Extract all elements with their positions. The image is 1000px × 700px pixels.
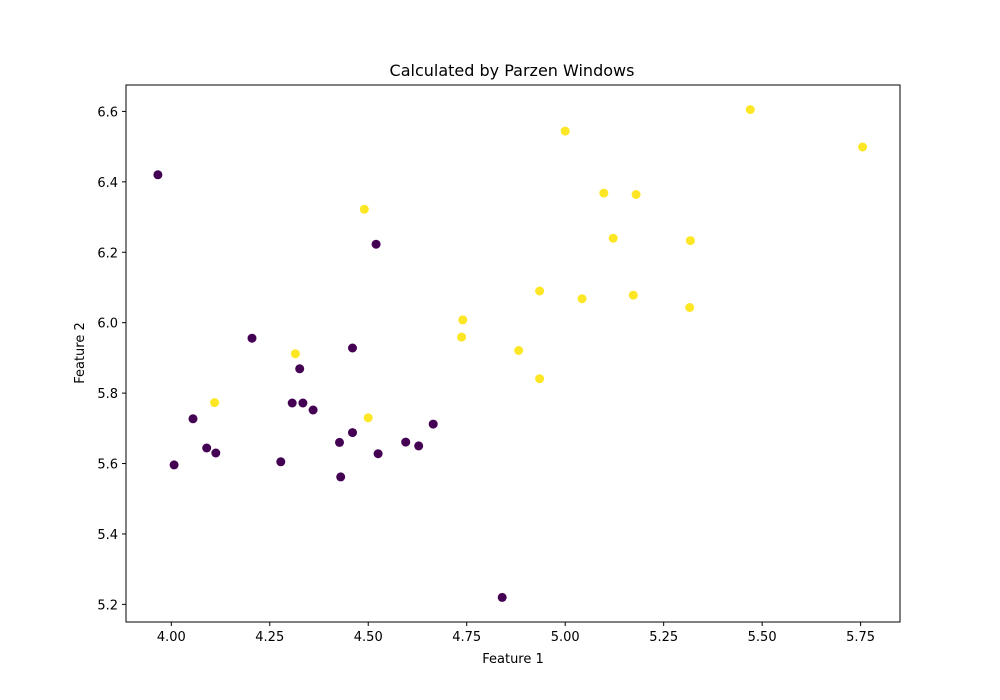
plot-area-frame	[125, 84, 901, 623]
scatter-point-class-0	[308, 405, 318, 415]
x-tick-label: 4.50	[354, 630, 383, 645]
y-ticks: 5.2 5.4 5.6 5.8 6.0 6.2 6.4 6.6	[97, 105, 126, 613]
scatter-point-class-1	[858, 142, 868, 152]
scatter-point-class-0	[287, 398, 297, 408]
y-tick-label: 6.0	[97, 317, 118, 332]
points-layer	[153, 105, 868, 602]
scatter-point-class-0	[335, 437, 344, 447]
scatter-point-class-1	[608, 233, 618, 243]
scatter-point-class-1	[458, 315, 468, 325]
x-axis-label: Feature 1	[482, 652, 544, 667]
x-tick-label: 4.00	[157, 630, 186, 645]
scatter-point-class-0	[247, 333, 257, 343]
scatter-point-class-0	[188, 414, 198, 424]
x-tick-label: 4.75	[452, 630, 481, 645]
scatter-point-class-1	[628, 290, 638, 300]
x-tick-label: 5.75	[846, 630, 875, 645]
chart-title: Calculated by Parzen Windows	[390, 61, 635, 80]
scatter-point-class-0	[202, 443, 212, 453]
scatter-point-class-0	[169, 460, 179, 470]
y-tick-label: 6.4	[97, 176, 118, 191]
scatter-point-class-1	[290, 349, 300, 359]
scatter-point-class-0	[373, 449, 383, 459]
x-tick-label: 4.25	[255, 630, 284, 645]
y-tick-label: 5.8	[97, 387, 118, 402]
y-axis-label: Feature 2	[73, 322, 88, 384]
x-ticks: 4.00 4.25 4.50 4.75 5.00 5.25 5.50 5.75	[157, 622, 875, 645]
scatter-point-class-0	[298, 398, 308, 408]
scatter-point-class-1	[535, 286, 545, 296]
y-tick-label: 5.6	[97, 458, 118, 473]
scatter-point-class-1	[685, 236, 695, 246]
scatter-point-class-1	[599, 188, 609, 198]
x-tick-label: 5.00	[551, 630, 580, 645]
scatter-point-class-1	[359, 204, 369, 214]
scatter-point-class-0	[153, 170, 163, 180]
y-tick-label: 5.4	[97, 528, 118, 543]
scatter-point-class-1	[631, 190, 641, 199]
scatter-point-class-1	[685, 303, 695, 312]
y-tick-label: 6.6	[97, 105, 118, 120]
scatter-point-class-0	[295, 364, 305, 374]
scatter-point-class-0	[336, 472, 346, 482]
scatter-point-class-0	[276, 457, 286, 467]
y-tick-label: 6.2	[97, 246, 118, 261]
scatter-point-class-0	[414, 441, 424, 451]
scatter-point-class-0	[428, 419, 438, 429]
scatter-point-class-0	[497, 592, 507, 602]
y-tick-label: 5.2	[97, 598, 118, 613]
scatter-point-class-0	[348, 343, 357, 353]
x-tick-label: 5.50	[748, 630, 777, 645]
scatter-point-class-0	[211, 448, 221, 458]
scatter-point-class-1	[514, 346, 524, 355]
scatter-point-class-0	[348, 428, 357, 438]
scatter-point-class-1	[577, 294, 587, 304]
scatter-point-class-1	[535, 374, 545, 384]
scatter-point-class-0	[371, 239, 381, 249]
x-tick-label: 5.25	[649, 630, 678, 645]
scatter-point-class-1	[363, 413, 373, 423]
scatter-point-class-1	[745, 105, 755, 115]
scatter-point-class-1	[560, 126, 570, 136]
scatter-point-class-1	[457, 332, 467, 342]
scatter-point-class-1	[210, 398, 220, 408]
scatter-point-class-0	[401, 437, 411, 447]
